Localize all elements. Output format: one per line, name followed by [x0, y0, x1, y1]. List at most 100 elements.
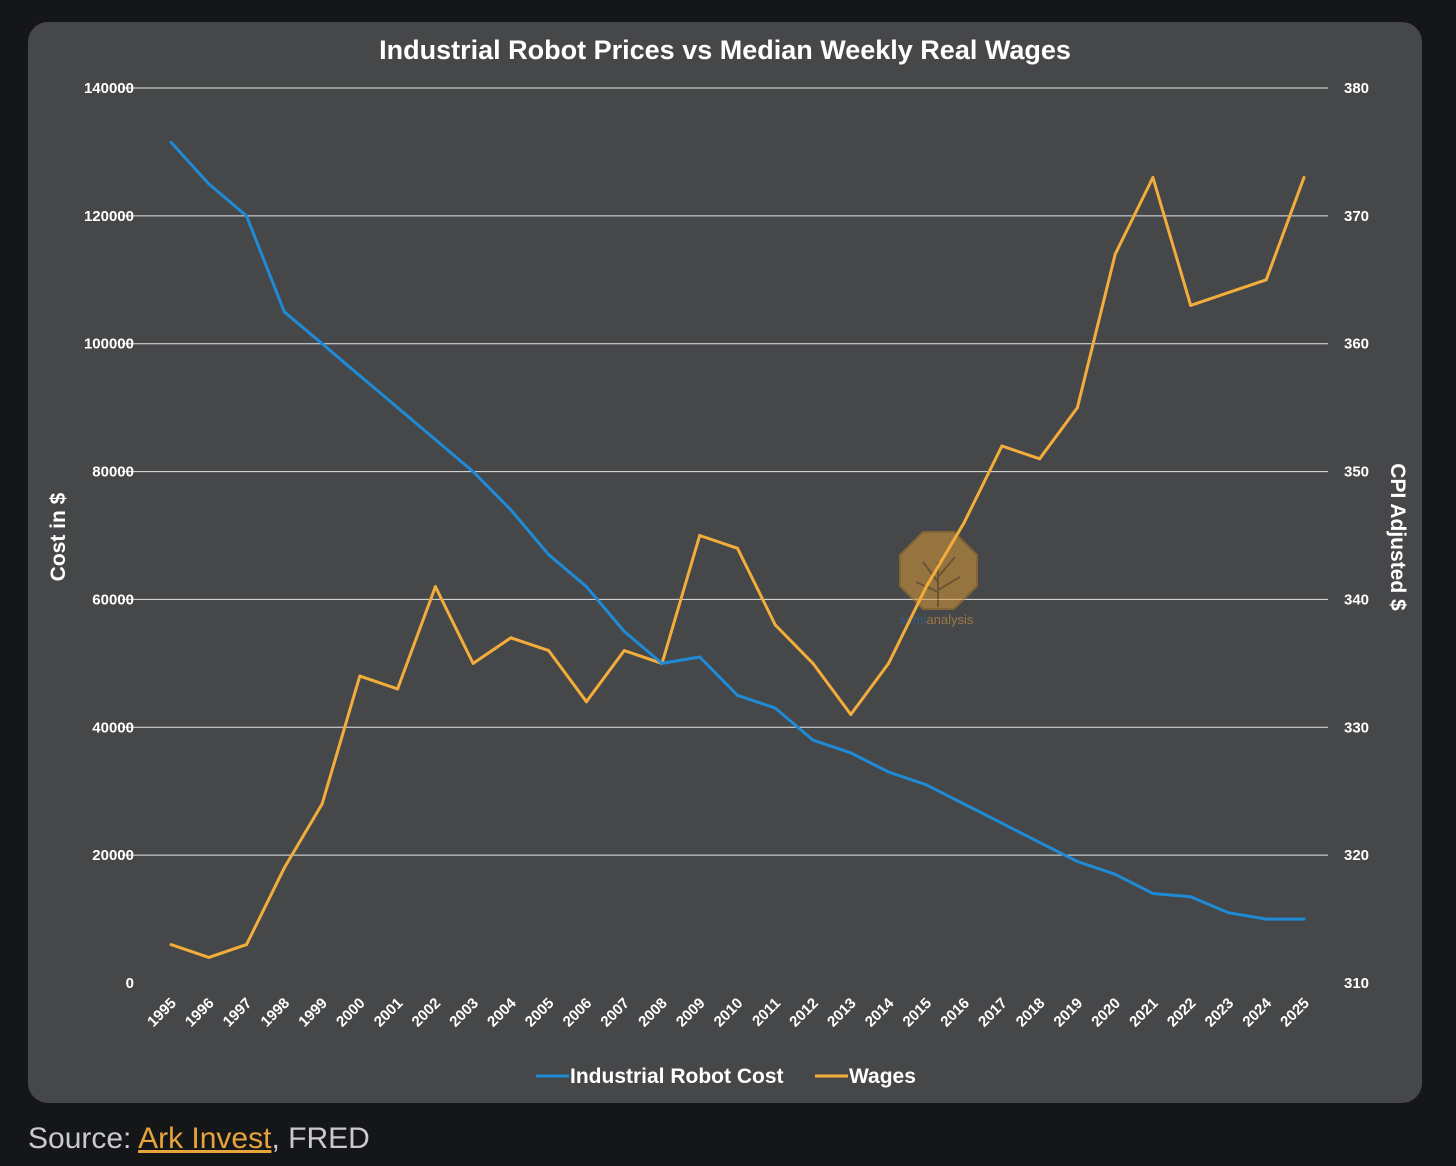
y2-tick-label: 320 [1344, 847, 1369, 864]
y-axis-label: Cost in $ [47, 492, 70, 581]
data-point [358, 674, 362, 678]
data-point [773, 706, 777, 710]
y-tick-label: 120000 [84, 208, 134, 225]
x-tick-label: 2007 [597, 995, 633, 1031]
data-point [282, 866, 286, 870]
gridlines [122, 87, 1328, 856]
data-point [924, 585, 928, 589]
x-tick-label: 2004 [484, 994, 520, 1030]
source-prefix: Source: [28, 1122, 139, 1155]
y-tick-label: 60000 [92, 591, 134, 608]
x-tick-label: 1999 [295, 995, 331, 1031]
x-tick-label: 2016 [937, 995, 973, 1031]
x-tick-label: 2024 [1239, 994, 1275, 1030]
data-point [1189, 895, 1193, 899]
watermark-text-analysis: analysis [926, 612, 973, 627]
data-point [962, 521, 966, 525]
data-point [887, 770, 891, 774]
x-tick-label: 2003 [446, 995, 482, 1031]
data-point [811, 661, 815, 665]
y2-tick-label: 370 [1344, 208, 1369, 225]
svg-text:semianalysis: semianalysis [899, 612, 974, 627]
y-tick-label: 100000 [84, 336, 134, 353]
data-point [1302, 176, 1306, 179]
data-point [169, 943, 173, 947]
x-tick-label: 2001 [371, 995, 407, 1031]
y2-tick-label: 360 [1344, 336, 1369, 353]
data-point [320, 342, 324, 346]
data-point [584, 585, 588, 589]
data-point [773, 623, 777, 627]
data-point [811, 738, 815, 742]
data-point [698, 655, 702, 659]
data-point [1113, 872, 1117, 876]
data-point [1000, 444, 1004, 448]
data-point [320, 802, 324, 806]
x-tick-label: 1998 [258, 995, 294, 1031]
x-tick-label: 2018 [1013, 995, 1049, 1031]
x-tick-label: 1995 [144, 995, 180, 1031]
legend: Industrial Robot Cost Wages [536, 1065, 916, 1088]
data-point [736, 693, 739, 697]
x-tick-label: 2010 [711, 995, 747, 1031]
chart-card: Industrial Robot Prices vs Median Weekly… [28, 22, 1422, 1103]
data-point [1151, 176, 1155, 179]
data-point [471, 661, 475, 665]
y2-tick-label: 380 [1344, 80, 1369, 97]
data-point [622, 649, 626, 653]
data-point [1113, 252, 1117, 256]
watermark-tree-icon [915, 556, 961, 607]
x-tick-label: 2013 [824, 995, 860, 1031]
y2-tick-label: 350 [1344, 464, 1369, 481]
data-point [509, 508, 513, 512]
data-point [396, 406, 400, 410]
data-point [1226, 911, 1230, 915]
data-point [547, 649, 551, 653]
data-point [924, 783, 928, 787]
x-tick-label: 2021 [1126, 995, 1162, 1031]
chart-title: Industrial Robot Prices vs Median Weekly… [379, 35, 1071, 65]
data-point [622, 629, 626, 633]
data-point [1264, 278, 1268, 282]
data-point [584, 700, 588, 704]
data-point [1189, 303, 1193, 307]
data-point [169, 140, 173, 144]
data-point [1075, 406, 1079, 410]
x-tick-label: 1997 [220, 995, 256, 1031]
y-tick-label: 40000 [92, 719, 134, 736]
data-point [207, 955, 211, 959]
data-point [245, 214, 249, 218]
data-point [849, 713, 853, 716]
x-tick-label: 2012 [786, 995, 822, 1031]
x-tick-label: 2020 [1088, 995, 1124, 1031]
x-tick-label: 2017 [975, 995, 1011, 1031]
x-tick-label: 2019 [1051, 995, 1087, 1031]
source-suffix: , FRED [271, 1122, 370, 1155]
x-tick-label: 2009 [673, 995, 709, 1031]
chart: Industrial Robot Prices vs Median Weekly… [47, 35, 1409, 1088]
x-axis-ticks: 1995 1996 1997 1998 1999 2000 2001 2002 2003 2004… [144, 994, 1313, 1030]
legend-label: Wages [849, 1065, 916, 1088]
series-line-1 [170, 176, 1306, 959]
data-point [887, 661, 891, 665]
data-point [736, 546, 739, 550]
y2-tick-label: 330 [1344, 719, 1369, 736]
y-tick-label: 80000 [92, 464, 134, 481]
data-point [396, 687, 400, 691]
source-link-ark-invest[interactable]: Ark Invest [138, 1122, 272, 1155]
data-point [1038, 457, 1042, 461]
series-lines [169, 140, 1306, 959]
data-point [698, 534, 702, 537]
data-point [1226, 291, 1230, 295]
y-axis-ticks: 0 20000 40000 60000 80000 100000 120000 140000 [84, 80, 134, 992]
x-tick-label: 2005 [522, 995, 558, 1031]
x-tick-label: 2022 [1164, 995, 1200, 1031]
y-tick-label: 140000 [84, 80, 134, 97]
x-tick-label: 2008 [635, 995, 671, 1031]
x-tick-label: 2014 [862, 994, 898, 1030]
data-point [1264, 917, 1268, 921]
watermark-logo: semianalysis [899, 531, 978, 627]
source-citation: Source: Ark Invest, FRED [28, 1122, 370, 1156]
data-point [1000, 821, 1004, 825]
data-point [1075, 860, 1079, 864]
